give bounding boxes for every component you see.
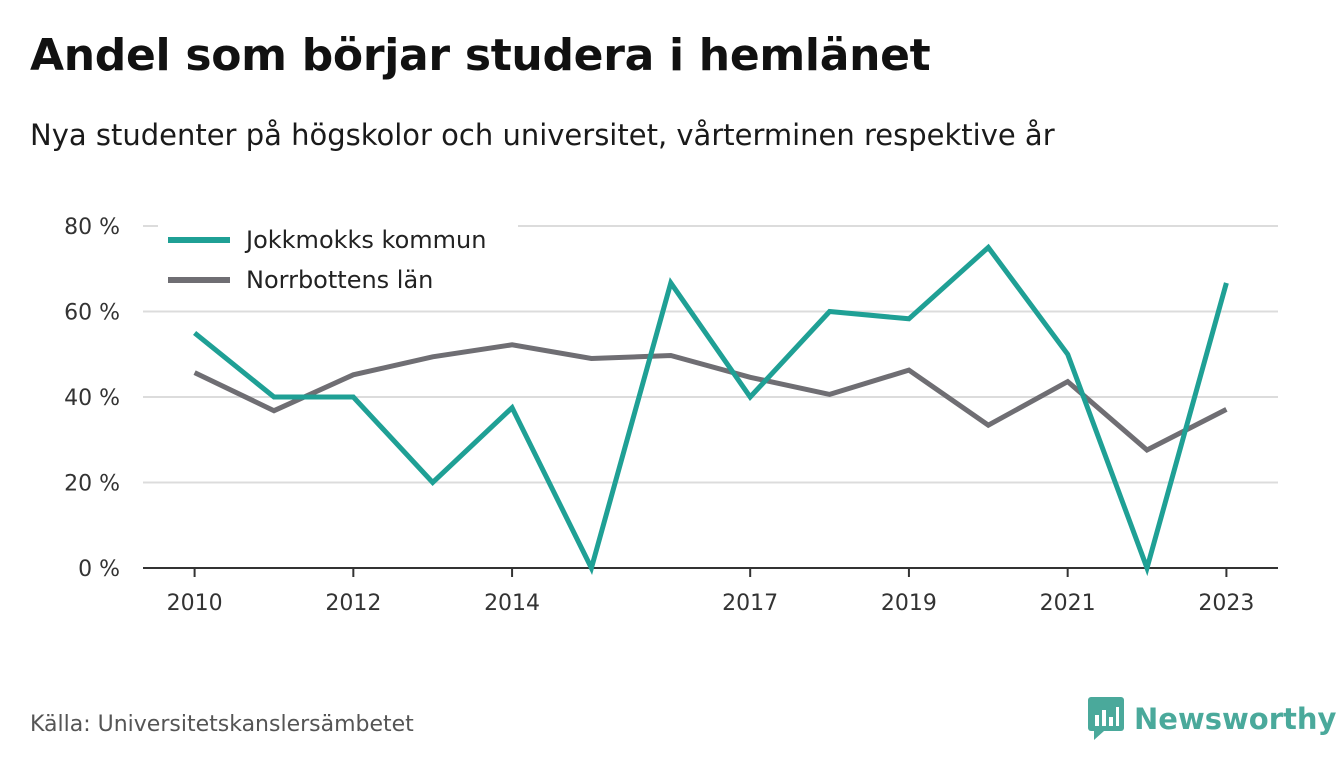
x-tick-label: 2021: [1040, 591, 1096, 616]
y-tick-label: 60 %: [64, 301, 120, 326]
y-tick-label: 40 %: [64, 386, 120, 411]
x-tick-label: 2023: [1198, 591, 1254, 616]
y-tick-label: 20 %: [64, 472, 120, 497]
x-tick-label: 2014: [484, 591, 540, 616]
brand-logo: Newsworthy: [1088, 697, 1336, 741]
brand-name: Newsworthy: [1134, 702, 1337, 736]
series-line-0: [193, 243, 1229, 577]
legend-label: Jokkmokks kommun: [244, 226, 486, 254]
x-tick-label: 2019: [881, 591, 937, 616]
chart-title: Andel som börjar studera i hemlänet: [30, 30, 931, 81]
series-lines: [193, 243, 1229, 577]
x-axis: 2010 2012 2014 2017 2019 2021 2023: [143, 567, 1278, 616]
x-tick-label: 2017: [722, 591, 778, 616]
legend-background: [158, 214, 518, 302]
line-chart: 0 % 20 % 40 % 60 % 80 % 2010 2012 2014 2017 2019…: [64, 214, 1278, 616]
chart-subtitle: Nya studenter på högskolor och universit…: [30, 118, 1055, 152]
legend-label: Norrbottens län: [246, 266, 433, 294]
legend: Jokkmokks kommun Norrbottens län: [158, 214, 518, 302]
x-tick-label: 2010: [167, 591, 223, 616]
newsworthy-logo-icon: [1088, 697, 1124, 740]
y-tick-label: 0 %: [78, 557, 120, 582]
y-axis: 0 % 20 % 40 % 60 % 80 %: [64, 215, 120, 582]
x-tick-label: 2012: [325, 591, 381, 616]
source-note: Källa: Universitetskanslersämbetet: [30, 712, 414, 737]
y-tick-label: 80 %: [64, 215, 120, 240]
series-line-1: [193, 342, 1228, 453]
